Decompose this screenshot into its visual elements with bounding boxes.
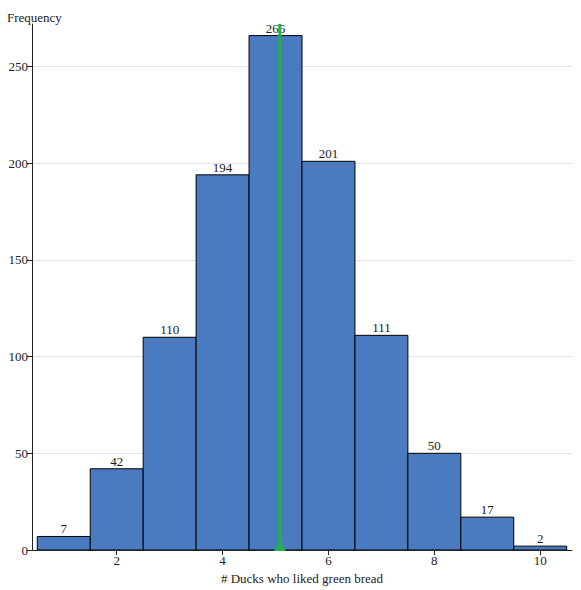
svg-text:0: 0 [22, 543, 29, 558]
svg-text:250: 250 [9, 59, 29, 74]
svg-text:6: 6 [325, 553, 332, 568]
svg-text:Frequency: Frequency [7, 10, 62, 25]
svg-text:194: 194 [213, 160, 233, 175]
svg-text:200: 200 [9, 156, 29, 171]
svg-text:2: 2 [113, 553, 120, 568]
svg-text:110: 110 [160, 322, 179, 337]
svg-text:17: 17 [481, 502, 495, 517]
svg-text:111: 111 [372, 320, 391, 335]
svg-text:7: 7 [61, 521, 68, 536]
svg-text:50: 50 [428, 438, 441, 453]
svg-text:266: 266 [266, 21, 286, 36]
svg-text:8: 8 [431, 553, 438, 568]
svg-text:100: 100 [9, 349, 29, 364]
svg-text:42: 42 [110, 454, 123, 469]
svg-text:10: 10 [534, 553, 547, 568]
svg-text:4: 4 [219, 553, 226, 568]
svg-text:50: 50 [15, 446, 28, 461]
svg-text:150: 150 [9, 252, 29, 267]
svg-text:2: 2 [537, 531, 544, 546]
svg-text:# Ducks who liked green bread: # Ducks who liked green bread [221, 571, 384, 586]
svg-text:201: 201 [319, 146, 339, 161]
